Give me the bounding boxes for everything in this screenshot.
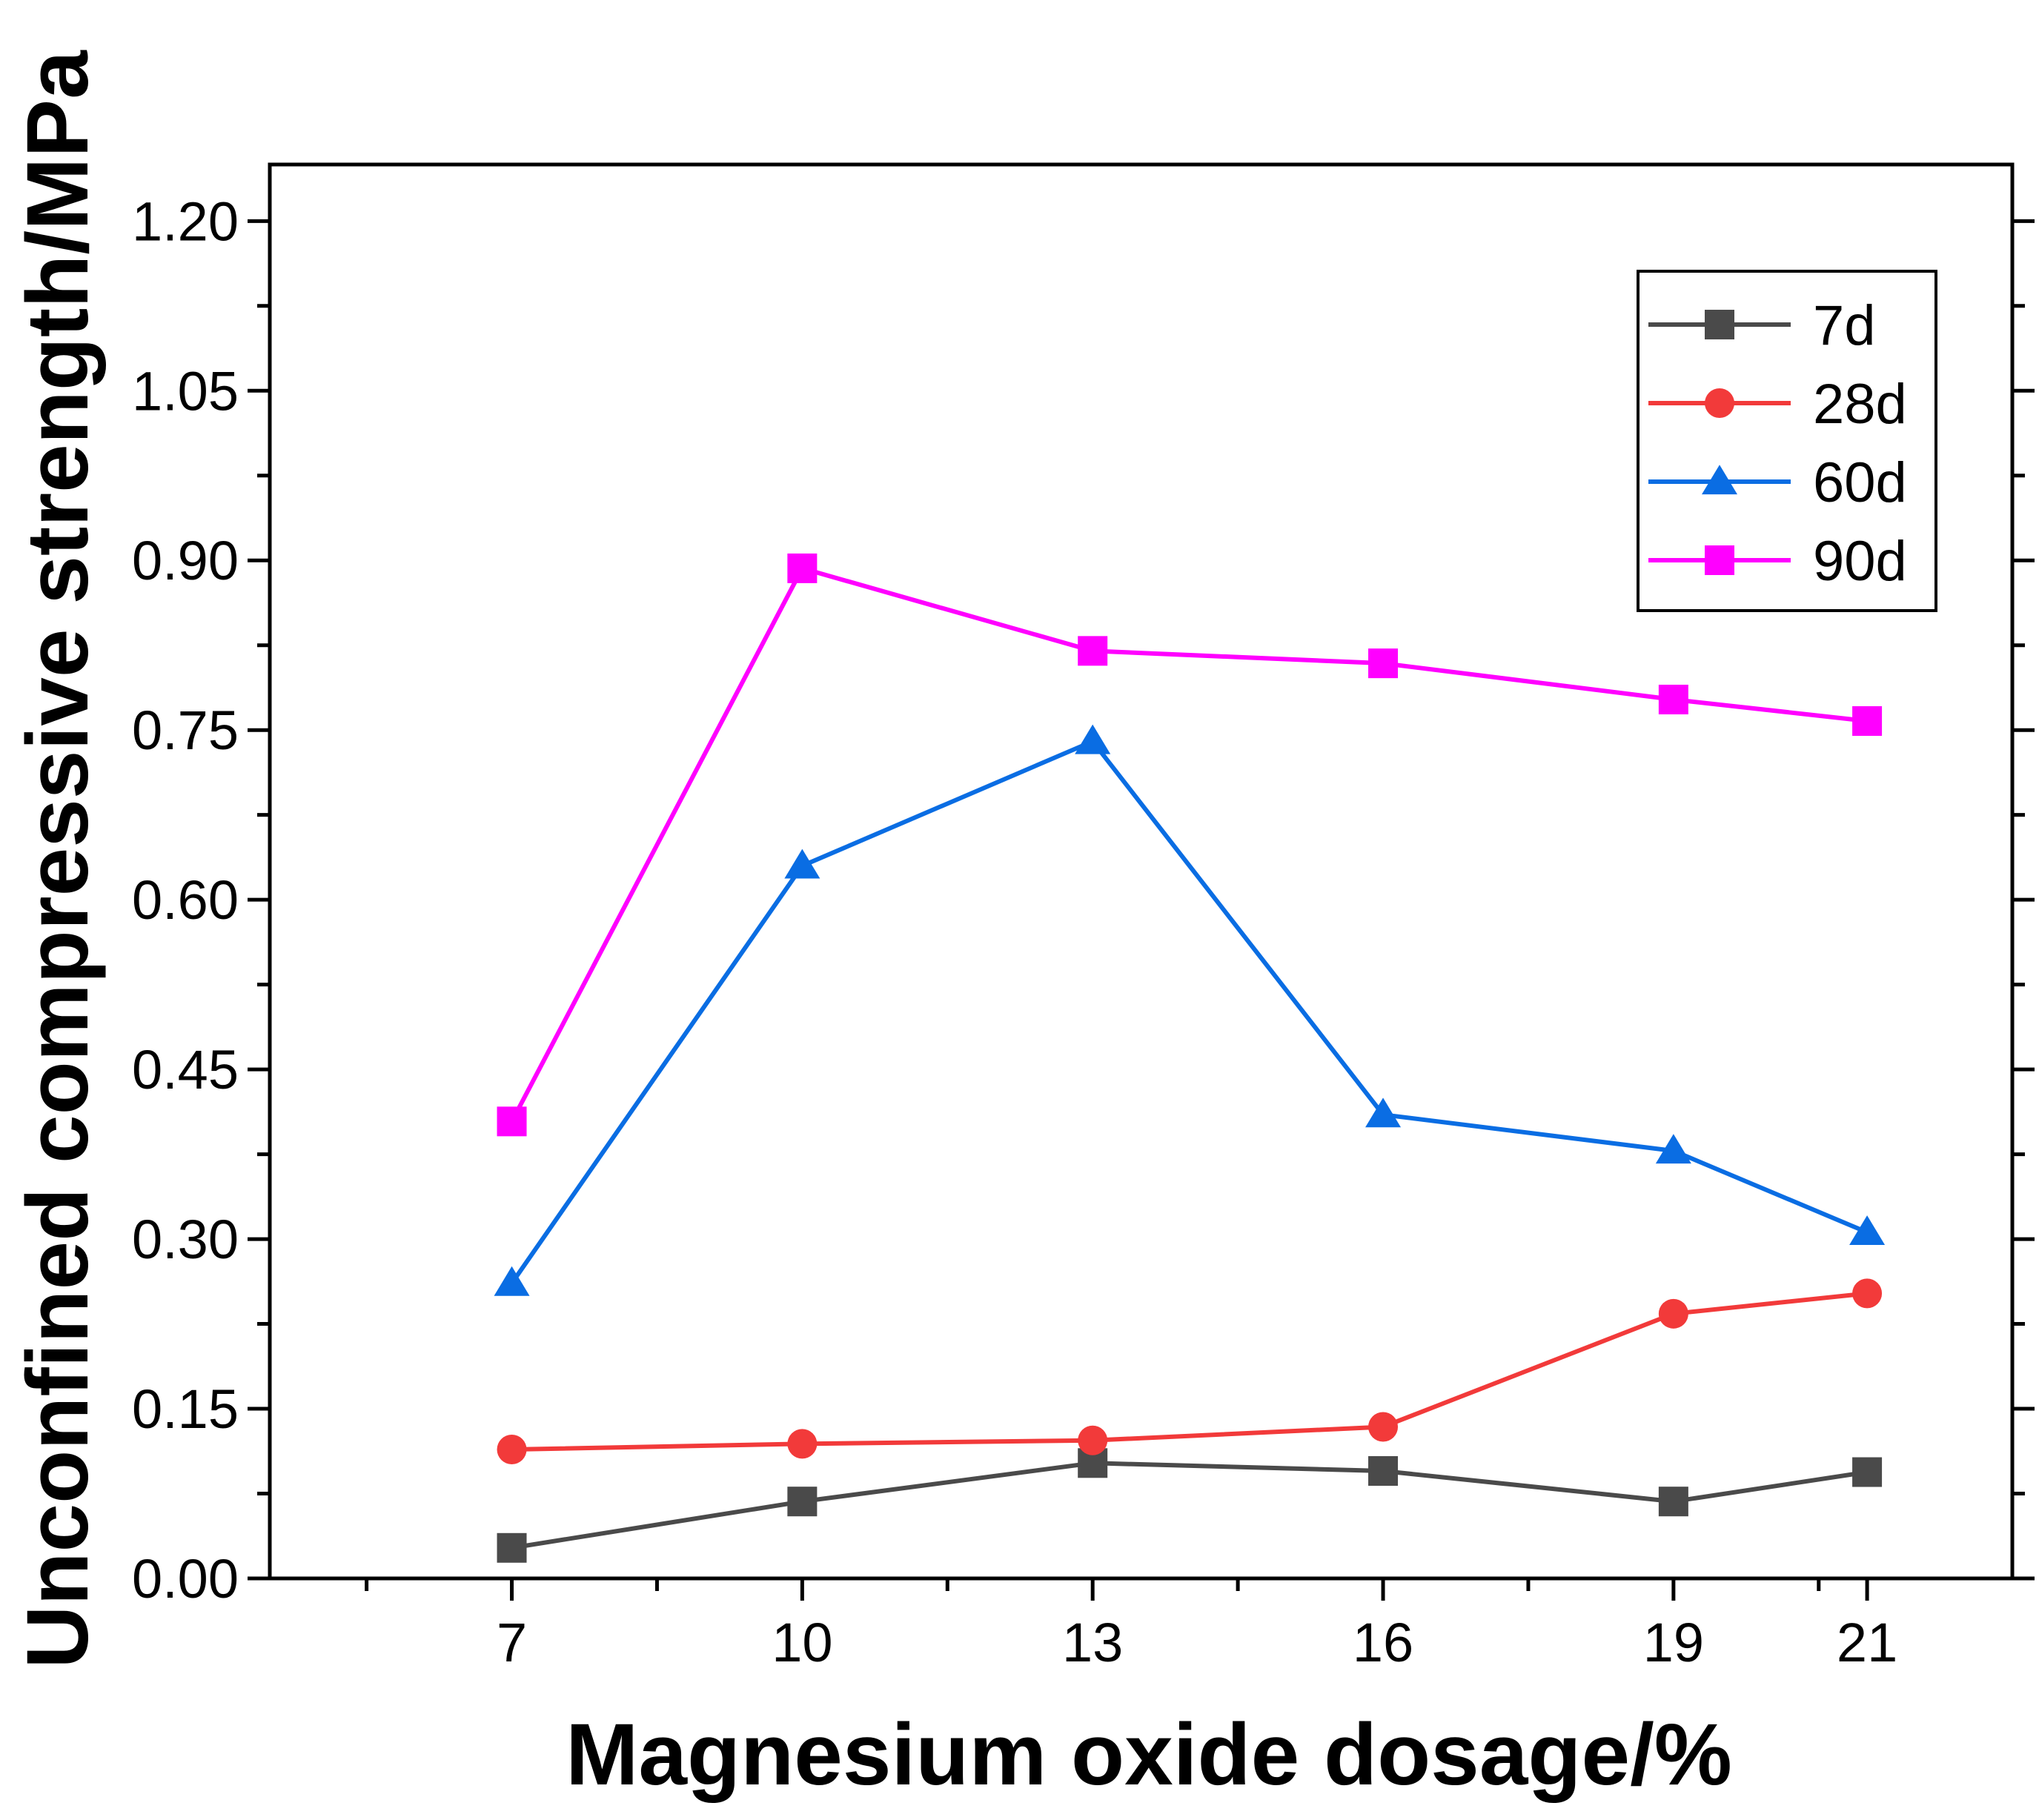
- data-point-28d: [1078, 1425, 1108, 1455]
- series-layer: [494, 553, 1886, 1563]
- data-point-7d: [787, 1487, 818, 1517]
- legend: 7d 28d 60d 90d: [1637, 270, 1937, 612]
- plot-frame: [268, 162, 2015, 1581]
- data-point-28d: [787, 1429, 818, 1459]
- legend-label: 60d: [1813, 451, 1907, 514]
- y-tick-label: 0.00: [132, 1548, 239, 1610]
- series-90d: [497, 553, 1883, 1137]
- legend-swatch-marker: [1702, 465, 1737, 495]
- y-tick-label: 0.15: [132, 1378, 239, 1440]
- data-point-7d: [497, 1532, 527, 1563]
- legend-item-7d: 7d: [1648, 294, 1876, 357]
- data-point-7d: [1852, 1457, 1883, 1487]
- legend-box: [1637, 270, 1937, 612]
- data-point-60d: [494, 1266, 530, 1296]
- data-point-90d: [497, 1106, 527, 1137]
- data-point-28d: [1368, 1412, 1399, 1442]
- data-point-90d: [1368, 648, 1399, 679]
- data-point-7d: [1368, 1455, 1399, 1486]
- y-tick-label: 0.45: [132, 1039, 239, 1100]
- y-tick-label: 0.75: [132, 700, 239, 761]
- legend-swatch-marker: [1705, 388, 1734, 418]
- x-tick-label: 13: [1062, 1612, 1123, 1673]
- data-point-90d: [787, 553, 818, 583]
- legend-swatch-marker: [1705, 545, 1734, 575]
- y-tick-label: 0.60: [132, 869, 239, 931]
- legend-label: 90d: [1813, 530, 1907, 593]
- y-tick-label: 0.90: [132, 530, 239, 591]
- data-point-90d: [1078, 636, 1108, 666]
- legend-item-90d: 90d: [1648, 530, 1907, 593]
- data-point-28d: [1852, 1278, 1883, 1309]
- data-point-90d: [1658, 684, 1688, 714]
- x-tick-label: 7: [497, 1612, 527, 1673]
- y-tick-label: 0.30: [132, 1209, 239, 1270]
- series-60d: [494, 724, 1886, 1296]
- legend-label: 28d: [1813, 373, 1907, 436]
- axes-layer: 0.00 0.15 0.30 0.45 0.60 0.75 0.90 1.05 1.20 7 10 1…: [132, 162, 2035, 1673]
- y-tick-label: 1.05: [132, 360, 239, 422]
- data-point-60d: [1365, 1097, 1402, 1128]
- series-line-60d: [510, 739, 1869, 1285]
- x-tick-label: 10: [772, 1612, 832, 1673]
- series-28d: [497, 1278, 1883, 1464]
- data-point-60d: [1655, 1134, 1691, 1164]
- y-axis-title: Unconfined compressive strength/MPa: [9, 50, 107, 1669]
- data-point-7d: [1658, 1487, 1688, 1517]
- data-point-28d: [497, 1434, 527, 1464]
- series-line-28d: [511, 1291, 1868, 1452]
- data-point-60d: [1849, 1215, 1886, 1246]
- x-tick-label: 21: [1837, 1612, 1897, 1673]
- data-point-28d: [1658, 1298, 1688, 1329]
- series-line-7d: [511, 1461, 1868, 1550]
- legend-item-28d: 28d: [1648, 373, 1907, 436]
- x-axis-title: Magnesium oxide dosage/%: [566, 1706, 1732, 1804]
- x-tick-label: 19: [1643, 1612, 1704, 1673]
- series-line-90d: [509, 565, 1868, 1123]
- x-tick-label: 16: [1353, 1612, 1413, 1673]
- legend-item-60d: 60d: [1648, 451, 1907, 514]
- legend-label: 7d: [1813, 294, 1876, 357]
- data-point-60d: [784, 848, 820, 879]
- legend-swatch-marker: [1705, 310, 1734, 339]
- y-tick-label: 1.20: [132, 190, 239, 252]
- data-point-60d: [1075, 724, 1111, 754]
- data-point-90d: [1852, 705, 1883, 736]
